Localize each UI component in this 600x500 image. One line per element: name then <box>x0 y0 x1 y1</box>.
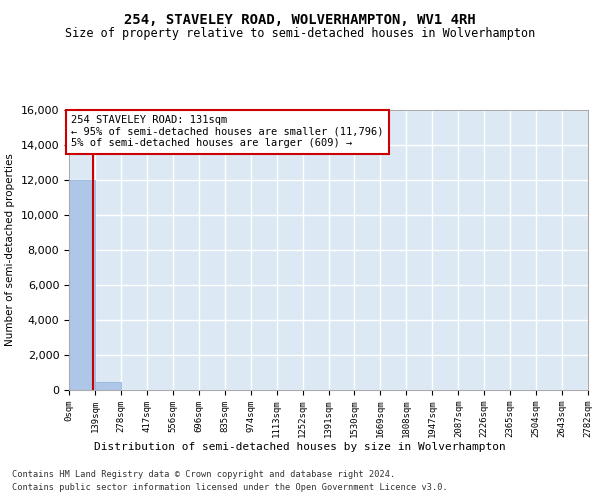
Text: Contains public sector information licensed under the Open Government Licence v3: Contains public sector information licen… <box>12 482 448 492</box>
Text: Distribution of semi-detached houses by size in Wolverhampton: Distribution of semi-detached houses by … <box>94 442 506 452</box>
Bar <box>69 180 95 390</box>
Text: Contains HM Land Registry data © Crown copyright and database right 2024.: Contains HM Land Registry data © Crown c… <box>12 470 395 479</box>
Y-axis label: Number of semi-detached properties: Number of semi-detached properties <box>5 154 15 346</box>
Text: Size of property relative to semi-detached houses in Wolverhampton: Size of property relative to semi-detach… <box>65 28 535 40</box>
Text: 254, STAVELEY ROAD, WOLVERHAMPTON, WV1 4RH: 254, STAVELEY ROAD, WOLVERHAMPTON, WV1 4… <box>124 12 476 26</box>
Bar <box>95 382 121 390</box>
Text: 254 STAVELEY ROAD: 131sqm
← 95% of semi-detached houses are smaller (11,796)
5% : 254 STAVELEY ROAD: 131sqm ← 95% of semi-… <box>71 116 383 148</box>
